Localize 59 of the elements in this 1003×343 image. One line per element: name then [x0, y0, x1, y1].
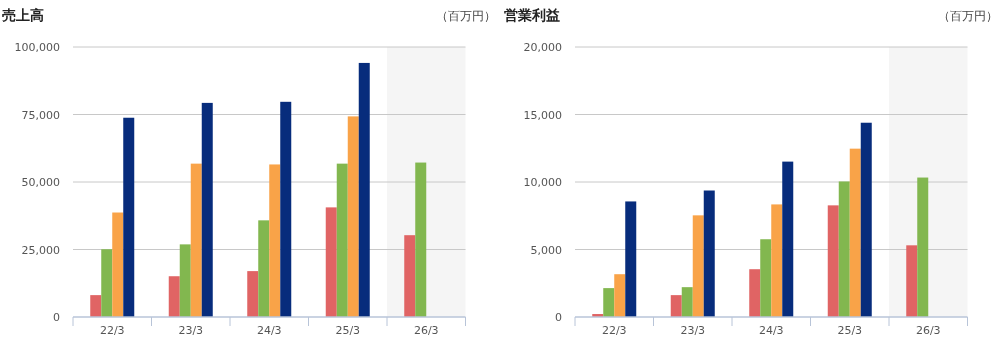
- bar: [827, 205, 839, 317]
- x-tick-label: 26/3: [915, 324, 941, 337]
- bar: [168, 276, 180, 317]
- y-tick-label: 0: [53, 311, 60, 324]
- y-tick-label: 50,000: [21, 176, 60, 189]
- bar: [681, 287, 693, 317]
- x-tick-label: 26/3: [413, 324, 439, 337]
- x-tick-label: 25/3: [335, 324, 361, 337]
- bar: [123, 117, 135, 317]
- bar: [179, 244, 191, 317]
- bar: [770, 204, 782, 317]
- bar: [703, 190, 715, 317]
- y-tick-label: 0: [554, 311, 562, 324]
- bar: [280, 101, 292, 317]
- bar: [347, 116, 359, 317]
- x-tick-label: 25/3: [836, 324, 862, 337]
- y-tick-label: 75,000: [21, 108, 60, 122]
- y-tick-label: 25,000: [21, 243, 60, 257]
- bar: [358, 62, 370, 317]
- x-tick-label: 23/3: [679, 324, 705, 337]
- bar: [905, 245, 917, 317]
- bar: [860, 122, 872, 317]
- y-tick-label: 5,000: [530, 243, 562, 257]
- bar: [415, 162, 427, 317]
- chart-title: 営業利益: [503, 7, 560, 23]
- bar: [325, 207, 337, 317]
- bar: [101, 249, 113, 317]
- bar: [838, 181, 850, 317]
- x-tick-label: 22/3: [99, 324, 125, 337]
- bar: [748, 269, 760, 317]
- x-tick-label: 24/3: [758, 324, 784, 337]
- bar: [670, 295, 682, 317]
- bar: [258, 220, 270, 317]
- bar: [269, 164, 281, 317]
- bar: [602, 288, 614, 317]
- y-tick-label: 15,000: [523, 108, 562, 122]
- bar: [404, 235, 416, 317]
- y-tick-label: 10,000: [523, 176, 562, 189]
- y-tick-label: 20,000: [523, 41, 562, 54]
- bar: [624, 201, 636, 317]
- bar: [190, 163, 202, 317]
- bar: [112, 212, 124, 317]
- bar: [201, 102, 213, 317]
- x-tick-label: 23/3: [178, 324, 204, 337]
- bar: [781, 161, 793, 317]
- bar: [90, 295, 102, 317]
- text: （百万円）: [937, 9, 997, 23]
- x-tick-label: 22/3: [601, 324, 627, 337]
- bar: [916, 177, 928, 317]
- chart-title: 売上高: [2, 7, 44, 23]
- bar: [759, 239, 771, 317]
- bar: [692, 215, 704, 317]
- y-tick-label: 100,000: [14, 41, 60, 54]
- x-tick-label: 24/3: [256, 324, 282, 337]
- bar: [247, 271, 259, 317]
- bar: [849, 148, 861, 317]
- text: （百万円）: [435, 9, 496, 23]
- bar: [613, 274, 625, 317]
- bar: [336, 163, 348, 317]
